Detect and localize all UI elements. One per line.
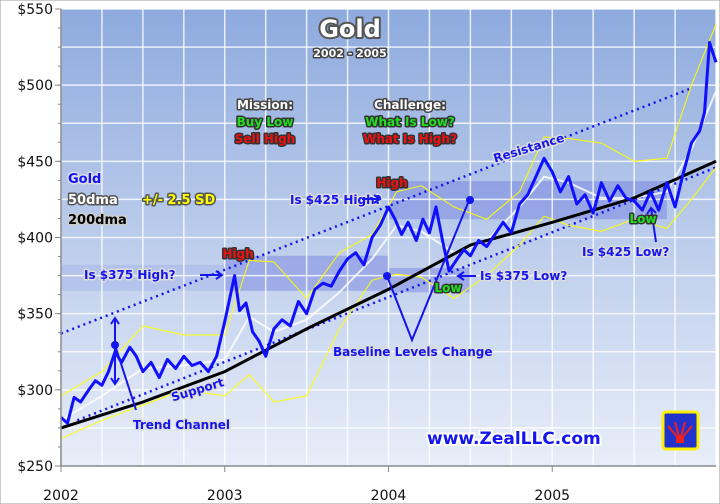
y-tick-label: $350 — [17, 307, 53, 323]
series-200dma — [60, 159, 717, 430]
trend-channel-pointer — [110, 316, 137, 411]
y-tick-label: $300 — [17, 383, 53, 399]
legend-200dma: 200dma — [68, 213, 127, 228]
chart-subtitle: 2002 - 2005 — [313, 47, 386, 60]
q425-low-label: Is $425 Low? — [582, 245, 669, 259]
x-tick-label: 2003 — [207, 488, 243, 504]
baseline-dot-1 — [383, 272, 391, 280]
mission-buy: Buy Low — [237, 115, 294, 129]
legend-50dma: 50dma — [68, 193, 118, 208]
y-tick-label: $400 — [17, 231, 53, 247]
series-lower-band-2-5-sd- — [60, 167, 717, 440]
arrow-375-low — [456, 271, 476, 281]
arrow-375-high — [200, 270, 224, 280]
series-gold — [59, 41, 718, 425]
trend-channel-label: Trend Channel — [133, 418, 230, 432]
high-label-1: High — [222, 247, 253, 261]
low-label-2: Low — [630, 212, 657, 226]
chart-title: Gold — [319, 15, 381, 43]
challenge-low: What Is Low? — [365, 115, 455, 129]
q375-high-label: Is $375 High? — [84, 268, 176, 282]
q375-low-label: Is $375 Low? — [480, 269, 567, 283]
y-tick-label: $250 — [17, 459, 53, 475]
x-tick-label: 2004 — [371, 488, 407, 504]
x-tick-label: 2002 — [43, 488, 79, 504]
series-50dma — [60, 90, 717, 422]
y-tick-label: $500 — [17, 78, 53, 94]
zeal-logo — [661, 410, 700, 451]
arrow-425-low — [646, 206, 657, 243]
mission-title: Mission: — [237, 98, 293, 112]
q425-high-label: Is $425 High? — [290, 193, 382, 207]
mission-sell: Sell High — [235, 132, 295, 146]
baseline-pointer — [386, 197, 471, 343]
y-tick-label: $450 — [17, 154, 53, 170]
trend-channel-dot — [111, 341, 119, 349]
challenge-high: What Is High? — [363, 132, 457, 146]
baseline-dot-2 — [466, 196, 474, 204]
arrow-425-high — [362, 194, 382, 204]
legend-bands: +/- 2.5 SD — [142, 193, 215, 208]
high-label-2: High — [376, 176, 407, 190]
y-tick-label: $550 — [17, 2, 53, 18]
legend-gold: Gold — [68, 172, 101, 187]
baseline-label: Baseline Levels Change — [333, 345, 493, 359]
trendline-support — [76, 166, 717, 422]
website-label: www.ZealLLC.com — [427, 429, 601, 449]
challenge-title: Challenge: — [374, 98, 446, 112]
x-tick-label: 2005 — [534, 488, 570, 504]
series-upper-band-2-5-sd- — [60, 24, 717, 397]
low-label-1: Low — [435, 281, 462, 295]
